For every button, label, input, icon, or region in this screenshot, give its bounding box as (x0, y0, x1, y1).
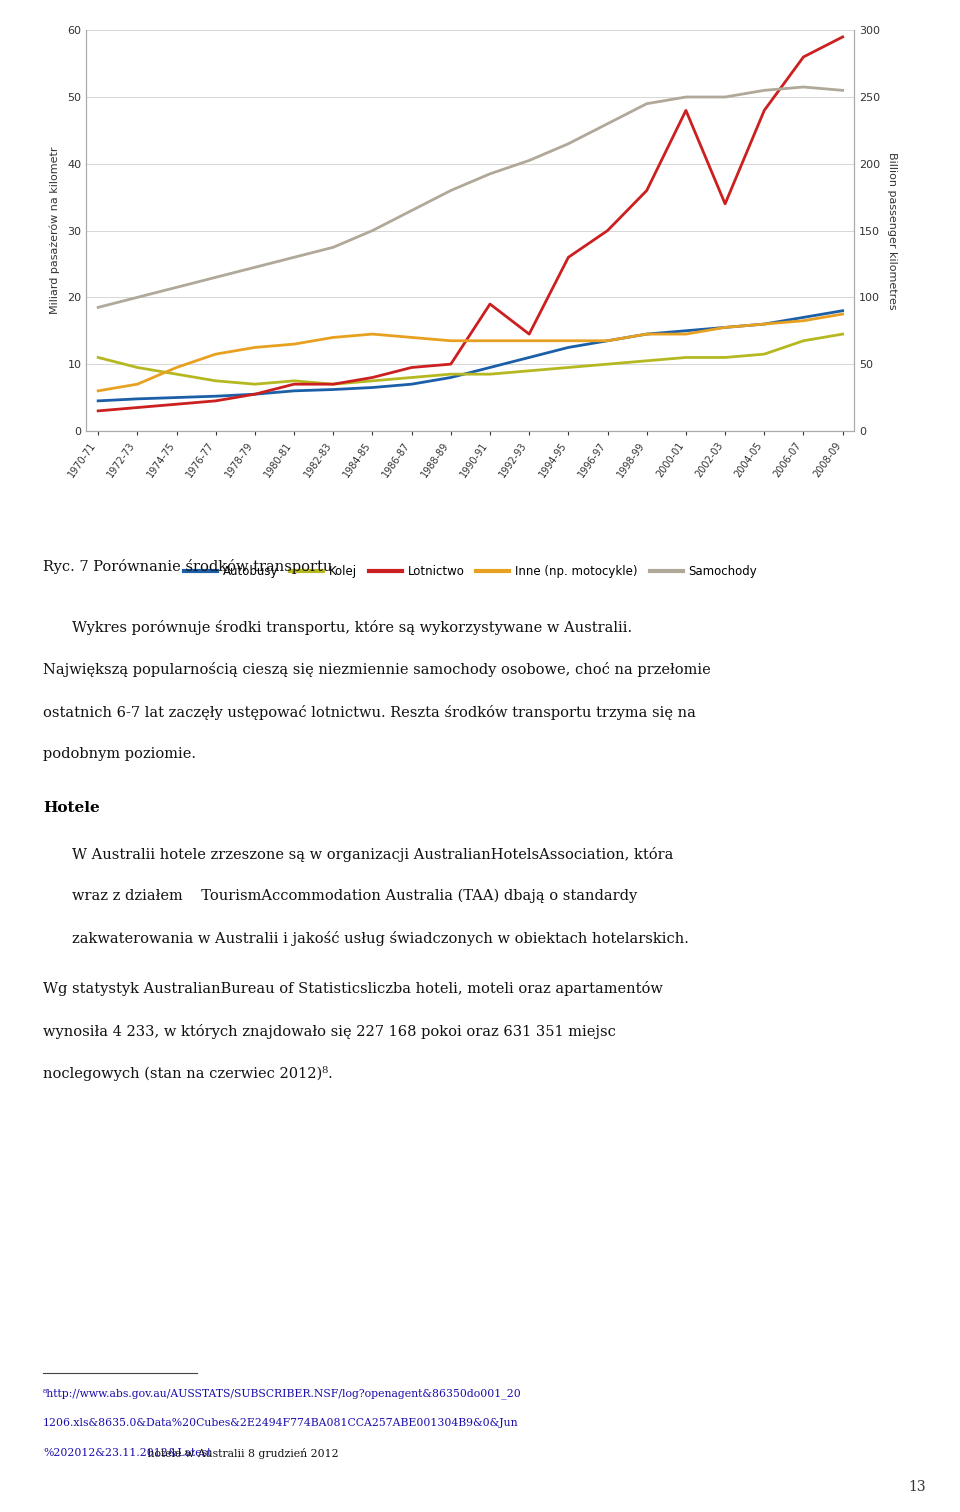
Text: Hotele: Hotele (43, 801, 100, 815)
Text: Wykres porównuje środki transportu, które są wykorzystywane w Australii.: Wykres porównuje środki transportu, któr… (72, 620, 632, 635)
Text: 1206.xls&8635.0&Data%20Cubes&2E2494F774BA081CCA257ABE001304B9&0&Jun: 1206.xls&8635.0&Data%20Cubes&2E2494F774B… (43, 1418, 518, 1429)
Text: ⁸http://www.abs.gov.au/AUSSTATS/SUBSCRIBER.NSF/log?openagent&86350do001_20: ⁸http://www.abs.gov.au/AUSSTATS/SUBSCRIB… (43, 1388, 522, 1399)
Text: noclegowych (stan na czerwiec 2012)⁸.: noclegowych (stan na czerwiec 2012)⁸. (43, 1066, 333, 1081)
Text: W Australii hotele zrzeszone są w organizacji AustralianHotelsAssociation, która: W Australii hotele zrzeszone są w organi… (72, 847, 673, 862)
Text: podobnym poziomie.: podobnym poziomie. (43, 747, 196, 761)
Text: 13: 13 (909, 1480, 926, 1494)
Text: hotele w Australii 8 grudzień 2012: hotele w Australii 8 grudzień 2012 (144, 1448, 339, 1459)
Legend: Autobusy, Kolej, Lotnictwo, Inne (np. motocykle), Samochody: Autobusy, Kolej, Lotnictwo, Inne (np. mo… (183, 565, 757, 578)
Y-axis label: Billion passenger kilometres: Billion passenger kilometres (887, 151, 898, 310)
Text: Ryc. 7 Porównanie środków transportu: Ryc. 7 Porównanie środków transportu (43, 559, 332, 575)
Text: ostatnich 6-7 lat zaczęły ustępować lotnictwu. Reszta środków transportu trzyma : ostatnich 6-7 lat zaczęły ustępować lotn… (43, 705, 696, 720)
Text: zakwaterowania w Australii i jakość usług świadczonych w obiektach hotelarskich.: zakwaterowania w Australii i jakość usłu… (72, 931, 689, 947)
Text: wraz z działem    TourismAccommodation Australia (TAA) dbają o standardy: wraz z działem TourismAccommodation Aust… (72, 889, 637, 904)
Text: %202012&23.11.2012&Latest: %202012&23.11.2012&Latest (43, 1448, 211, 1459)
Text: Największą popularnością cieszą się niezmiennie samochody osobowe, choć na przeł: Największą popularnością cieszą się niez… (43, 662, 711, 677)
Text: wynosiła 4 233, w których znajdowało się 227 168 pokoi oraz 631 351 miejsc: wynosiła 4 233, w których znajdowało się… (43, 1024, 616, 1039)
Y-axis label: Miliard pasażerów na kilometr: Miliard pasażerów na kilometr (50, 147, 60, 314)
Text: Wg statystyk AustralianBureau of Statisticsliczba hoteli, moteli oraz apartament: Wg statystyk AustralianBureau of Statist… (43, 981, 663, 996)
